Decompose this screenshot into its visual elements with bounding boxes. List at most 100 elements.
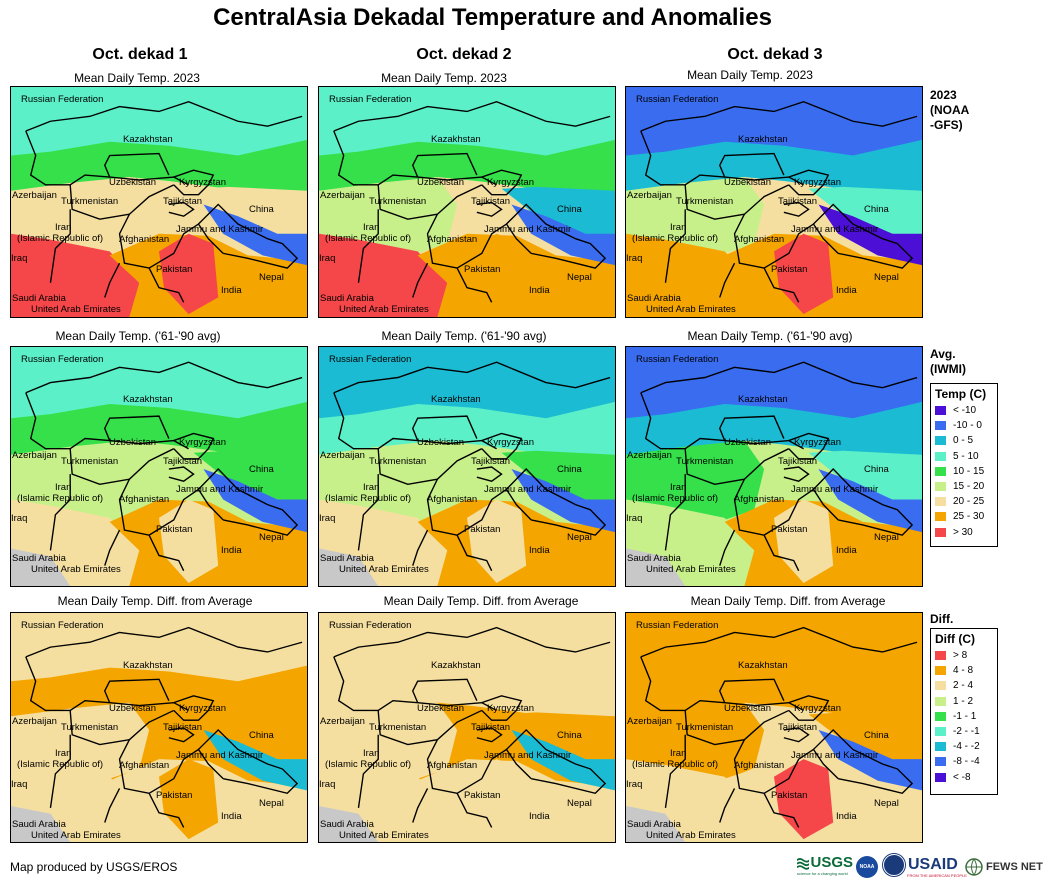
country-border — [173, 432, 215, 460]
place-label-kyrgyzstan: Kyrgyzstan — [179, 437, 226, 448]
map-region-china — [808, 450, 922, 510]
place-label-kashmir: Jammu and Kashmir — [484, 750, 572, 761]
map-subtitle: Mean Daily Temp. ('61-'90 avg) — [381, 329, 547, 343]
place-label-india: India — [836, 811, 857, 822]
place-label-saudi: Saudi Arabia — [320, 819, 374, 830]
column-header-dekad-2: Oct. dekad 2 — [416, 46, 512, 63]
place-label-iraq: Iraq — [11, 513, 28, 524]
place-label-uae: United Arab Emirates — [339, 830, 429, 841]
country-border — [783, 727, 810, 743]
place-label-iran2: (Islamic Republic of) — [632, 233, 719, 244]
place-label-china: China — [249, 204, 274, 215]
noaa-logo: NOAA — [856, 856, 878, 878]
map-average-dekad-2: Russian Federation Kazakhstan Uzbekistan Ky… — [318, 346, 616, 587]
usgs-logo: USGS science for a changing world — [797, 854, 853, 876]
place-label-china: China — [557, 204, 582, 215]
place-label-uzbekistan: Uzbekistan — [109, 437, 156, 448]
country-border — [684, 448, 790, 486]
country-border — [476, 727, 503, 743]
country-border — [481, 432, 523, 460]
country-border — [476, 466, 503, 483]
place-label-pakistan: Pakistan — [464, 790, 501, 801]
place-label-kashmir: Jammu and Kashmir — [176, 224, 264, 235]
usgs-wordmark: USGS — [810, 854, 853, 871]
side-label-line: (NOAA — [930, 103, 970, 117]
country-border — [481, 695, 523, 721]
place-label-pakistan: Pakistan — [771, 264, 808, 275]
place-label-kyrgyzstan: Kyrgyzstan — [487, 177, 534, 188]
legend-label: 10 - 15 — [953, 465, 985, 477]
legend-label: < -10 — [953, 405, 977, 417]
country-border — [411, 415, 478, 441]
place-label-kazakhstan: Kazakhstan — [738, 660, 788, 671]
map-region-kaz — [11, 139, 307, 193]
map-region-kaz — [319, 401, 615, 457]
country-border — [664, 474, 686, 551]
map-raster — [319, 613, 615, 842]
map-region-north — [626, 87, 922, 158]
place-label-uae: United Arab Emirates — [339, 564, 429, 575]
place-label-china: China — [864, 204, 889, 215]
map-raster — [11, 613, 307, 842]
legend-item: 5 - 10 — [931, 449, 997, 464]
place-label-iran2: (Islamic Republic of) — [17, 759, 104, 770]
map-region-gulf — [11, 805, 71, 842]
place-label-india: India — [221, 811, 242, 822]
place-label-kyrgyzstan: Kyrgyzstan — [487, 703, 534, 714]
country-border — [812, 203, 914, 269]
place-label-iran1: Iran — [363, 222, 380, 233]
map-region-north — [319, 613, 615, 684]
place-label-india: India — [836, 285, 857, 296]
place-label-india: India — [221, 545, 242, 556]
map-region-west — [626, 177, 765, 254]
country-border — [664, 209, 686, 283]
map-region-kaz — [319, 665, 615, 719]
place-label-uae: United Arab Emirates — [646, 304, 736, 315]
place-label-saudi: Saudi Arabia — [627, 819, 681, 830]
map-region-china — [501, 186, 615, 244]
map-region-kaz — [626, 401, 922, 457]
country-border — [69, 448, 175, 486]
legend-swatch — [935, 497, 946, 507]
place-label-pakistan: Pakistan — [464, 524, 501, 535]
country-border — [426, 739, 532, 794]
place-label-kazakhstan: Kazakhstan — [738, 134, 788, 145]
map-raster — [626, 87, 922, 317]
place-label-afghanistan: Afghanistan — [734, 760, 785, 771]
legend-label: -8 - -4 — [953, 756, 980, 768]
legend-item: -8 - -4 — [931, 754, 997, 769]
place-label-india: India — [529, 811, 550, 822]
legend-item: -2 - -1 — [931, 724, 997, 739]
legend-item: 15 - 20 — [931, 479, 997, 494]
side-label-line: 2023 — [930, 88, 957, 102]
place-label-uzbekistan: Uzbekistan — [417, 437, 464, 448]
place-label-iran1: Iran — [670, 748, 687, 759]
country-border — [333, 626, 611, 658]
legend-label: -1 - 1 — [953, 710, 977, 722]
map-diff-dekad-2: Russian Federation Kazakhstan Uzbekistan Ky… — [318, 612, 616, 843]
temp-legend: Temp (C) < -10 -10 - 0 0 - 5 5 - 10 10 - 15 1… — [930, 383, 998, 547]
country-border — [377, 184, 483, 220]
map-region-gulf — [319, 805, 379, 842]
place-label-turkmenistan: Turkmenistan — [61, 456, 119, 467]
place-label-turkmenistan: Turkmenistan — [61, 196, 119, 207]
map-average-dekad-1: Russian Federation Kazakhstan Uzbekistan Ky… — [10, 346, 308, 587]
country-border — [719, 529, 736, 566]
place-label-azerbaijan: Azerbaijan — [627, 190, 672, 201]
map-diff-dekad-3: Russian Federation Kazakhstan Uzbekistan Ky… — [625, 612, 923, 843]
legend-item: < -8 — [931, 770, 997, 785]
country-border — [333, 130, 497, 186]
country-border — [25, 656, 189, 712]
place-label-afghanistan: Afghanistan — [119, 234, 170, 245]
map-region-north — [319, 87, 615, 158]
place-label-turkmenistan: Turkmenistan — [369, 722, 427, 733]
country-border — [783, 201, 810, 217]
map-region-west — [319, 177, 458, 254]
map-average-dekad-3: Russian Federation Kazakhstan Uzbekistan Ky… — [625, 346, 923, 587]
country-border — [25, 392, 189, 450]
place-label-saudi: Saudi Arabia — [12, 819, 66, 830]
place-label-pakistan: Pakistan — [156, 790, 193, 801]
country-border — [104, 529, 121, 566]
map-region-gulf — [319, 548, 379, 586]
place-label-iran2: (Islamic Republic of) — [325, 493, 412, 504]
